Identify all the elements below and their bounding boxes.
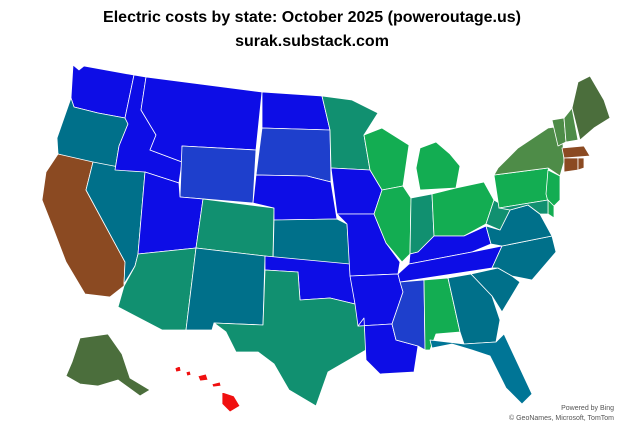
- state-sd: [255, 127, 332, 183]
- powered-by-text: Powered by Bing: [561, 405, 614, 412]
- map-subtitle: surak.substack.com: [235, 33, 389, 50]
- state-hi: [174, 365, 241, 413]
- state-nm: [185, 247, 266, 331]
- state-tx: [213, 269, 367, 407]
- state-ma: [561, 145, 591, 159]
- state-nd: [261, 91, 331, 131]
- state-wy: [179, 145, 257, 204]
- state-ks: [272, 218, 351, 265]
- state-il: [373, 185, 412, 263]
- map-title: Electric costs by state: October 2025 (p…: [103, 9, 521, 26]
- state-fl: [429, 333, 533, 405]
- state-nh: [563, 107, 579, 143]
- state-mi: [415, 141, 461, 191]
- state-co: [195, 198, 275, 258]
- state-nj: [545, 169, 561, 211]
- state-md: [498, 199, 549, 215]
- state-ri: [577, 157, 585, 171]
- states-layer: [41, 64, 611, 413]
- state-me: [571, 75, 611, 141]
- copyright-text: © GeoNames, Microsoft, TomTom: [509, 415, 614, 422]
- state-ct: [563, 157, 579, 173]
- state-ny: [493, 125, 565, 177]
- state-ak: [65, 333, 151, 397]
